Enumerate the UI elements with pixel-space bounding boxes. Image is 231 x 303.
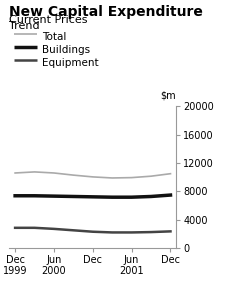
Text: Equipment: Equipment [42,58,98,68]
Text: $m: $m [160,90,176,100]
Text: New Capital Expenditure: New Capital Expenditure [9,5,202,18]
Text: Buildings: Buildings [42,45,89,55]
Text: Total: Total [42,32,66,42]
Text: Current Prices: Current Prices [9,15,87,25]
Text: Trend: Trend [9,21,40,31]
